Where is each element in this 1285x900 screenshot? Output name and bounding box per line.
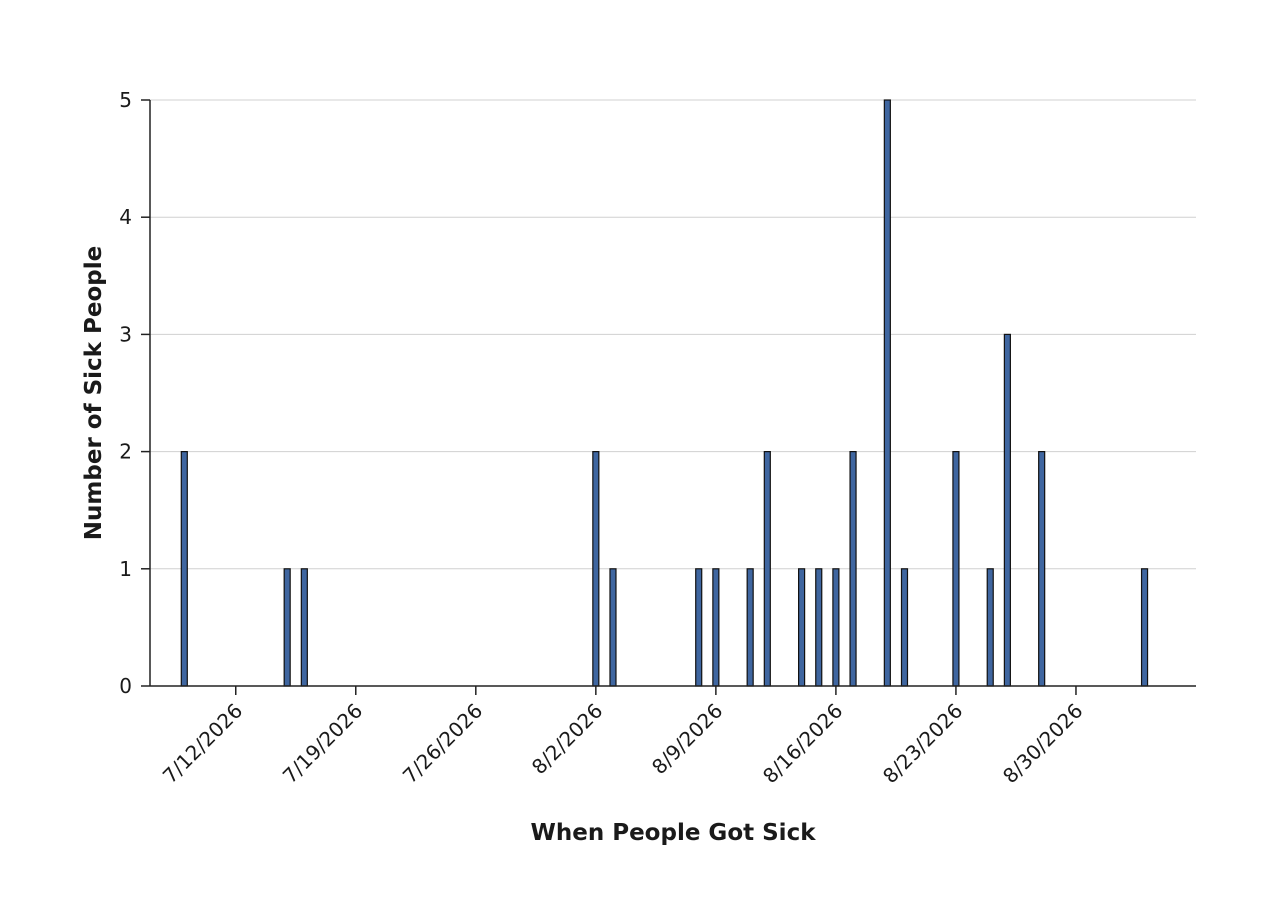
- grid: [150, 99, 1196, 570]
- bar: [952, 451, 960, 687]
- bar: [986, 568, 994, 687]
- bars: [180, 99, 1149, 687]
- bar: [763, 451, 771, 687]
- x-tick-label: 8/2/2026: [527, 699, 607, 779]
- x-tick-label: 7/19/2026: [278, 699, 367, 788]
- bar: [798, 568, 806, 687]
- bar: [300, 568, 308, 687]
- bar: [712, 568, 720, 687]
- y-axis-title: Number of Sick People: [81, 246, 107, 540]
- bar: [695, 568, 703, 687]
- axes: [141, 99, 1196, 695]
- x-tick-label: 8/30/2026: [998, 699, 1087, 788]
- x-axis-title: When People Got Sick: [531, 820, 817, 846]
- y-tick-label: 0: [119, 674, 132, 698]
- bar: [746, 568, 754, 687]
- bar: [180, 451, 188, 687]
- x-tick-label: 8/23/2026: [878, 699, 967, 788]
- bar: [849, 451, 857, 687]
- bar: [883, 99, 891, 687]
- y-tick-label: 5: [119, 88, 132, 112]
- y-tick-label: 3: [119, 322, 132, 346]
- bar: [592, 451, 600, 687]
- bar: [283, 568, 291, 687]
- bar: [900, 568, 909, 687]
- y-tick-label: 4: [119, 205, 132, 229]
- bar: [832, 568, 840, 687]
- tick-labels: 0 1 2 3 4 5 7/12/2026 7/19/2026 7/26/2026 8/2/202…: [119, 88, 1087, 788]
- bar: [1140, 568, 1149, 687]
- x-tick-label: 7/26/2026: [398, 699, 487, 788]
- bar: [815, 568, 823, 687]
- x-tick-label: 8/9/2026: [647, 699, 727, 779]
- bar: [609, 568, 617, 687]
- y-tick-label: 2: [119, 440, 132, 464]
- bar: [1003, 333, 1011, 687]
- x-tick-label: 7/12/2026: [158, 699, 247, 788]
- y-tick-label: 1: [119, 557, 132, 581]
- bar: [1038, 451, 1046, 687]
- x-tick-label: 8/16/2026: [758, 699, 847, 788]
